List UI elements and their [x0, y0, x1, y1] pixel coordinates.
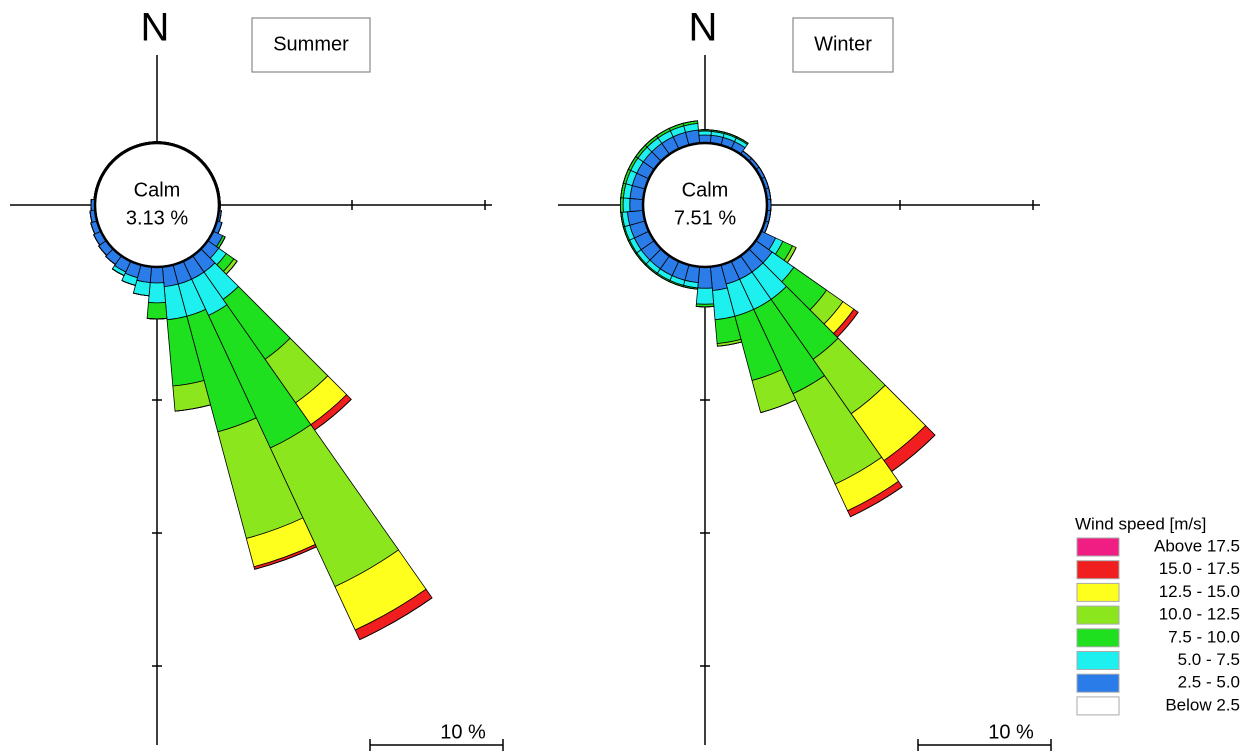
chart-title: Winter	[814, 33, 872, 55]
scale-bar-label: 10 %	[440, 721, 486, 743]
wind-bar	[98, 245, 107, 256]
wind-bar	[736, 136, 749, 144]
legend-swatch	[1076, 651, 1120, 670]
wind-bar	[90, 222, 96, 235]
wind-bar	[105, 256, 116, 265]
legend-label: 10.0 - 12.5	[1159, 605, 1240, 624]
wind-bar	[698, 130, 712, 136]
legend-label: Below 2.5	[1165, 695, 1240, 714]
legend-swatch	[1076, 696, 1120, 716]
legend-swatch	[1076, 537, 1120, 557]
legend-swatch	[1076, 673, 1120, 693]
legend-label: 2.5 - 5.0	[1178, 673, 1240, 692]
title-box	[251, 17, 371, 73]
calm-circle	[641, 141, 769, 269]
legend-swatch	[1076, 605, 1120, 625]
chart-title: Summer	[273, 33, 349, 55]
calm-circle	[93, 141, 221, 269]
wind-bar	[697, 266, 713, 289]
legend-swatch	[1076, 582, 1120, 602]
legend-label: 15.0 - 17.5	[1159, 559, 1240, 578]
scale-bar-label: 10 %	[988, 721, 1034, 743]
wind-bar	[140, 141, 152, 145]
wind-bar	[93, 234, 101, 246]
legend-swatch	[1076, 628, 1120, 648]
legend-label: 12.5 - 15.0	[1159, 582, 1240, 601]
north-label: N	[689, 6, 718, 50]
wind-bar	[717, 341, 742, 347]
calm-label: Calm	[134, 179, 181, 201]
calm-label: Calm	[682, 179, 729, 201]
wind-bar	[148, 282, 166, 304]
wind-bar	[359, 597, 433, 641]
wind-bar	[146, 302, 168, 320]
legend-swatch	[1076, 560, 1120, 580]
legend-label: 5.0 - 7.5	[1178, 650, 1240, 669]
wind-bar	[850, 486, 903, 518]
wind-bar	[695, 287, 715, 305]
wind-bar	[629, 198, 644, 212]
legend-title: Wind speed [m/s]	[1075, 514, 1206, 533]
north-label: N	[141, 6, 170, 50]
calm-value: 3.13 %	[126, 207, 188, 229]
title-box	[792, 17, 894, 73]
legend-label: 7.5 - 10.0	[1168, 627, 1240, 646]
wind-bar	[175, 404, 211, 412]
wind-bar	[622, 197, 631, 213]
legend-label: Above 17.5	[1154, 536, 1240, 555]
wind-bar	[149, 266, 165, 284]
calm-value: 7.51 %	[674, 207, 736, 229]
